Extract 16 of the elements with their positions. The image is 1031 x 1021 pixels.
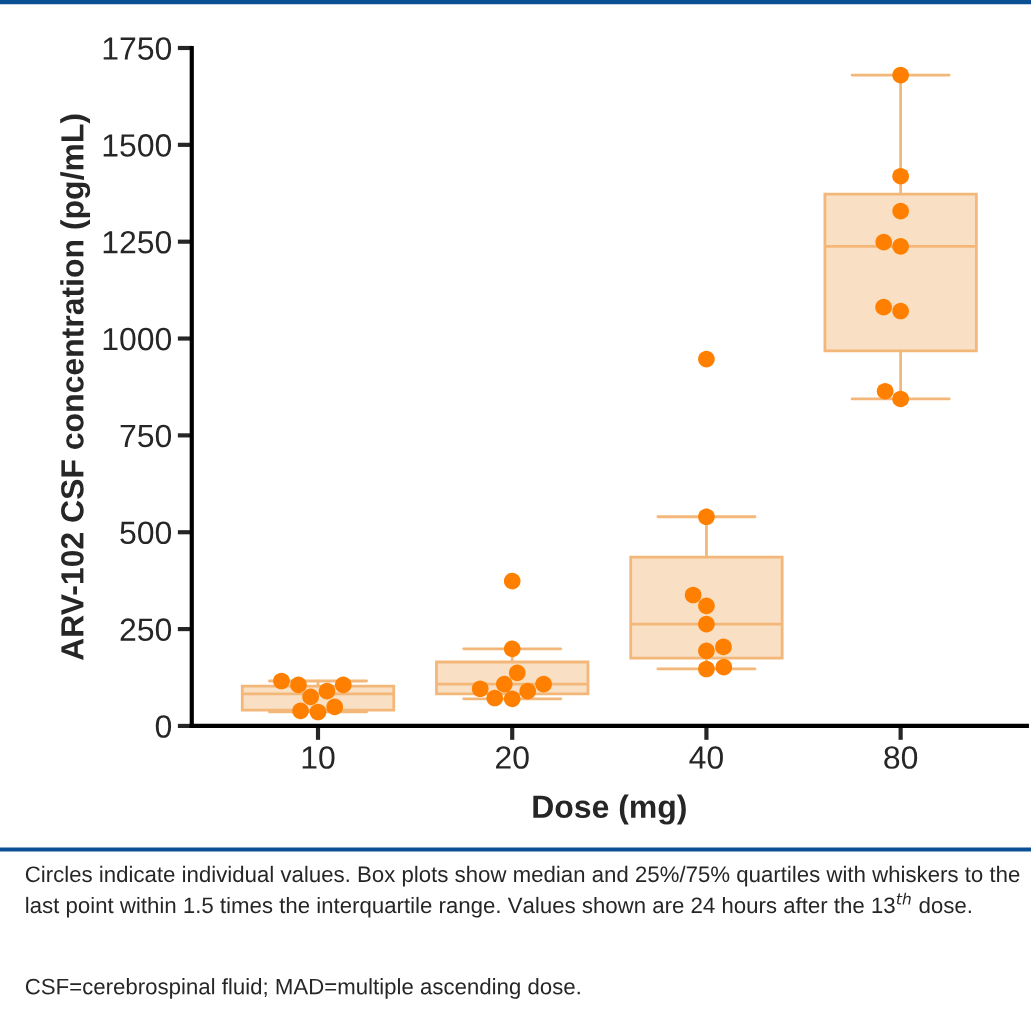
x-tick-label: 20 xyxy=(496,746,529,769)
x-tick-label: 80 xyxy=(884,746,918,769)
y-tick-label: 0 xyxy=(155,715,172,738)
y-tick-label: 1000 xyxy=(103,327,172,351)
y-tick-label: 1750 xyxy=(103,37,172,60)
x-axis-title: Dose (mg) xyxy=(533,794,686,825)
text: CSF=cerebrospinal fluid; MAD=multiple ascending dose. xyxy=(25,978,580,999)
y-tick-label: 1500 xyxy=(103,134,172,157)
text: Circles indicate individual values. Box plots show median and 25%/75% quartiles with whiskers to the last point within 1.5 times the interquartile range. Values shown are 24 hours after the 13$^{th}$ dose. xyxy=(25,865,1020,918)
x-tick-label: 40 xyxy=(689,746,723,769)
y-tick-label: 1250 xyxy=(103,230,172,254)
x-tick-label: 10 xyxy=(302,746,335,769)
y-tick-label: 750 xyxy=(120,424,172,448)
y-tick-label: 500 xyxy=(120,521,172,545)
y-axis-title: ARV-102 CSF concentration (pg/mL) xyxy=(60,114,91,661)
y-tick-label: 250 xyxy=(120,618,172,641)
